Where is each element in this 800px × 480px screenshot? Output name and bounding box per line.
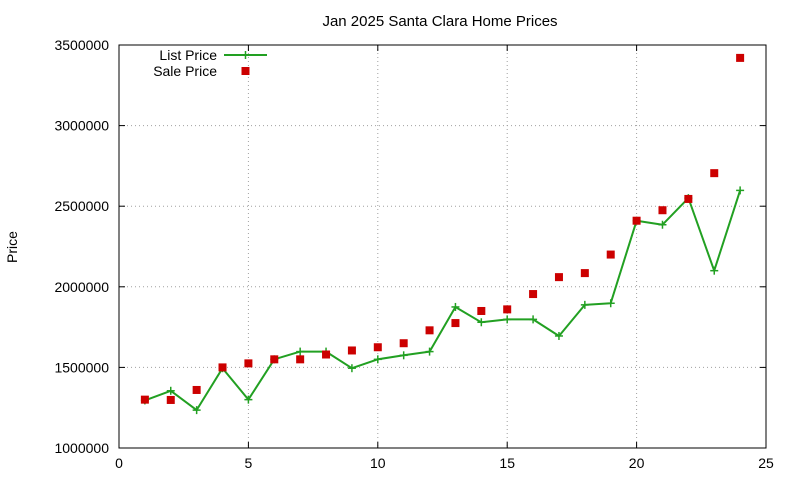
sale-price-point bbox=[451, 319, 460, 328]
list-price-point bbox=[166, 386, 175, 395]
y-tick-label: 1500000 bbox=[54, 359, 109, 375]
grid bbox=[119, 45, 766, 448]
list-price-point bbox=[606, 299, 615, 308]
legend-marker-list-price bbox=[241, 51, 250, 59]
plot-frame bbox=[118, 44, 767, 449]
x-tick-label: 10 bbox=[370, 455, 386, 471]
x-tick-label: 0 bbox=[115, 455, 123, 471]
list-price-point bbox=[451, 302, 460, 311]
sale-price-point bbox=[658, 206, 667, 215]
list-price-point bbox=[425, 347, 434, 356]
sale-price-point bbox=[218, 363, 227, 372]
y-tick-label: 1000000 bbox=[54, 440, 109, 456]
sale-price-point bbox=[684, 194, 693, 203]
y-tick-label: 3500000 bbox=[54, 37, 109, 53]
x-tick-label: 5 bbox=[245, 455, 253, 471]
list-price-point bbox=[503, 315, 512, 324]
list-price-point bbox=[244, 395, 253, 404]
series-layer bbox=[140, 53, 745, 415]
x-tick-label: 20 bbox=[629, 455, 645, 471]
list-price-point bbox=[373, 355, 382, 364]
legend-swatch-sale-price bbox=[241, 67, 250, 75]
list-price-point bbox=[736, 186, 745, 195]
y-tick-label: 3000000 bbox=[54, 118, 109, 134]
legend: List Price Sale Price bbox=[153, 47, 267, 79]
legend-label-sale-price: Sale Price bbox=[153, 63, 217, 79]
list-price-point bbox=[347, 364, 356, 373]
sale-price-point bbox=[736, 53, 745, 62]
sale-price-point bbox=[606, 250, 615, 259]
sale-price-point bbox=[373, 343, 382, 352]
sale-price-point bbox=[554, 273, 563, 282]
sale-price-point bbox=[166, 395, 175, 404]
chart-title: Jan 2025 Santa Clara Home Prices bbox=[322, 13, 557, 30]
sale-price-point bbox=[580, 269, 589, 278]
y-tick-label: 2000000 bbox=[54, 279, 109, 295]
sale-price-point bbox=[270, 355, 279, 364]
sale-price-point bbox=[347, 346, 356, 355]
x-tick-label: 15 bbox=[499, 455, 515, 471]
list-price-point bbox=[710, 266, 719, 275]
sale-price-point bbox=[632, 216, 641, 225]
sale-price-point bbox=[710, 169, 719, 178]
sale-price-point bbox=[503, 305, 512, 314]
list-price-line bbox=[144, 190, 742, 412]
list-price-point bbox=[580, 300, 589, 309]
legend-label-list-price: List Price bbox=[159, 47, 217, 63]
y-tick-label: 2500000 bbox=[54, 198, 109, 214]
list-price-point bbox=[477, 318, 486, 327]
sale-price-point bbox=[425, 326, 434, 335]
sale-price-point bbox=[192, 385, 201, 394]
list-price-point bbox=[529, 315, 538, 324]
x-tick-label: 25 bbox=[758, 455, 774, 471]
sale-price-point bbox=[140, 395, 149, 404]
axis-ticks: 0 5 10 15 20 25 1000000 1500000 2000000 2500000 30… bbox=[54, 37, 774, 471]
list-price-point bbox=[296, 347, 305, 356]
list-price-point bbox=[192, 406, 201, 415]
list-price-point bbox=[399, 351, 408, 360]
sale-price-point bbox=[399, 339, 408, 348]
sale-price-point bbox=[322, 350, 331, 359]
sale-price-point bbox=[296, 355, 305, 364]
y-axis-label: Price bbox=[4, 231, 20, 263]
list-price-point bbox=[554, 331, 563, 340]
sale-price-point bbox=[477, 306, 486, 315]
list-price-point bbox=[658, 220, 667, 229]
sale-price-point bbox=[244, 359, 253, 368]
sale-price-point bbox=[529, 290, 538, 299]
